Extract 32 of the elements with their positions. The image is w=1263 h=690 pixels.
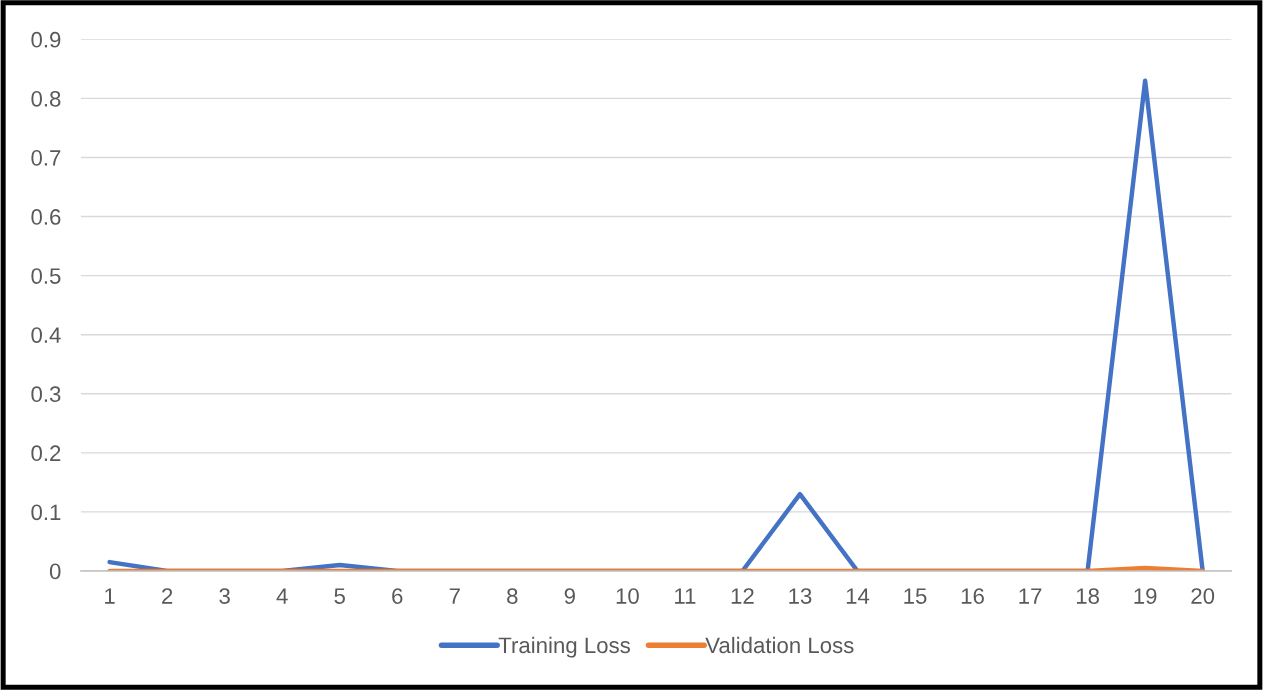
y-tick-label: 0.8	[31, 90, 61, 107]
x-tick-label: 16	[961, 588, 984, 604]
y-tick-label: 0.9	[31, 31, 61, 48]
x-tick-label: 17	[1019, 588, 1042, 604]
x-tick-label: 2	[162, 588, 173, 604]
y-tick-label: 0.4	[31, 327, 61, 343]
x-tick-label: 9	[564, 588, 575, 604]
x-tick-label: 15	[904, 588, 927, 604]
x-tick-label: 20	[1191, 588, 1215, 604]
x-tick-label: 13	[789, 588, 812, 604]
y-tick-label: 0	[49, 563, 61, 580]
x-tick-label: 19	[1134, 588, 1157, 604]
legend-label: Training Loss	[498, 636, 630, 658]
x-tick-label: 3	[219, 588, 230, 604]
x-tick-label: 8	[507, 588, 518, 604]
y-tick-label: 0.1	[31, 504, 61, 521]
x-tick-label: 1	[105, 588, 115, 604]
y-tick-label: 0.7	[31, 150, 61, 166]
x-tick-label: 10	[616, 588, 639, 604]
legend-label: Validation Loss	[705, 636, 854, 654]
x-tick-label: 18	[1076, 588, 1099, 604]
x-tick-label: 7	[449, 588, 460, 604]
x-tick-label: 6	[392, 588, 403, 604]
y-tick-label: 0.5	[31, 268, 61, 284]
x-tick-label: 4	[276, 588, 288, 604]
x-tick-label: 11	[675, 588, 696, 604]
x-tick-label: 14	[846, 588, 870, 604]
y-tick-label: 0.3	[31, 386, 61, 403]
y-tick-label: 0.6	[31, 209, 61, 225]
x-tick-label: 12	[731, 588, 754, 604]
x-tick-label: 5	[334, 588, 345, 604]
y-tick-label: 0.2	[31, 445, 61, 462]
